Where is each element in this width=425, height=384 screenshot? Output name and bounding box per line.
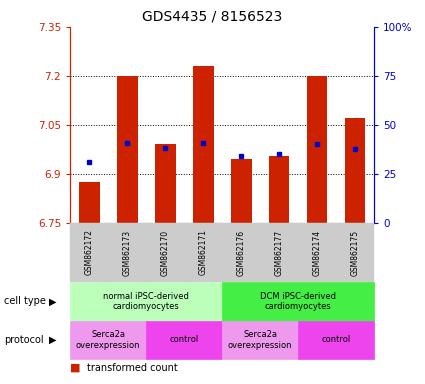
Bar — [116, 76, 138, 223]
Text: Serca2a
overexpression: Serca2a overexpression — [76, 330, 140, 349]
Text: GSM862177: GSM862177 — [275, 229, 283, 276]
Bar — [79, 182, 99, 223]
Text: cell type: cell type — [4, 296, 46, 306]
Bar — [155, 144, 176, 223]
Text: GSM862171: GSM862171 — [198, 230, 207, 275]
Text: control: control — [321, 335, 351, 344]
Text: normal iPSC-derived
cardiomyocytes: normal iPSC-derived cardiomyocytes — [103, 292, 189, 311]
Bar — [193, 66, 213, 223]
Text: GSM862174: GSM862174 — [312, 229, 322, 276]
Text: GSM862172: GSM862172 — [85, 230, 94, 275]
Bar — [306, 76, 328, 223]
Bar — [269, 156, 289, 223]
Text: ▶: ▶ — [49, 335, 57, 345]
Text: ■: ■ — [70, 363, 81, 373]
Text: transformed count: transformed count — [87, 363, 178, 373]
Text: Serca2a
overexpression: Serca2a overexpression — [228, 330, 292, 349]
Text: protocol: protocol — [4, 335, 44, 345]
Bar — [345, 118, 366, 223]
Bar — [231, 159, 252, 223]
Text: GDS4435 / 8156523: GDS4435 / 8156523 — [142, 10, 283, 23]
Text: GSM862175: GSM862175 — [351, 229, 360, 276]
Text: control: control — [170, 335, 199, 344]
Text: ▶: ▶ — [49, 296, 57, 306]
Text: GSM862176: GSM862176 — [237, 229, 246, 276]
Text: DCM iPSC-derived
cardiomyocytes: DCM iPSC-derived cardiomyocytes — [260, 292, 336, 311]
Text: GSM862170: GSM862170 — [161, 229, 170, 276]
Text: GSM862173: GSM862173 — [122, 229, 132, 276]
